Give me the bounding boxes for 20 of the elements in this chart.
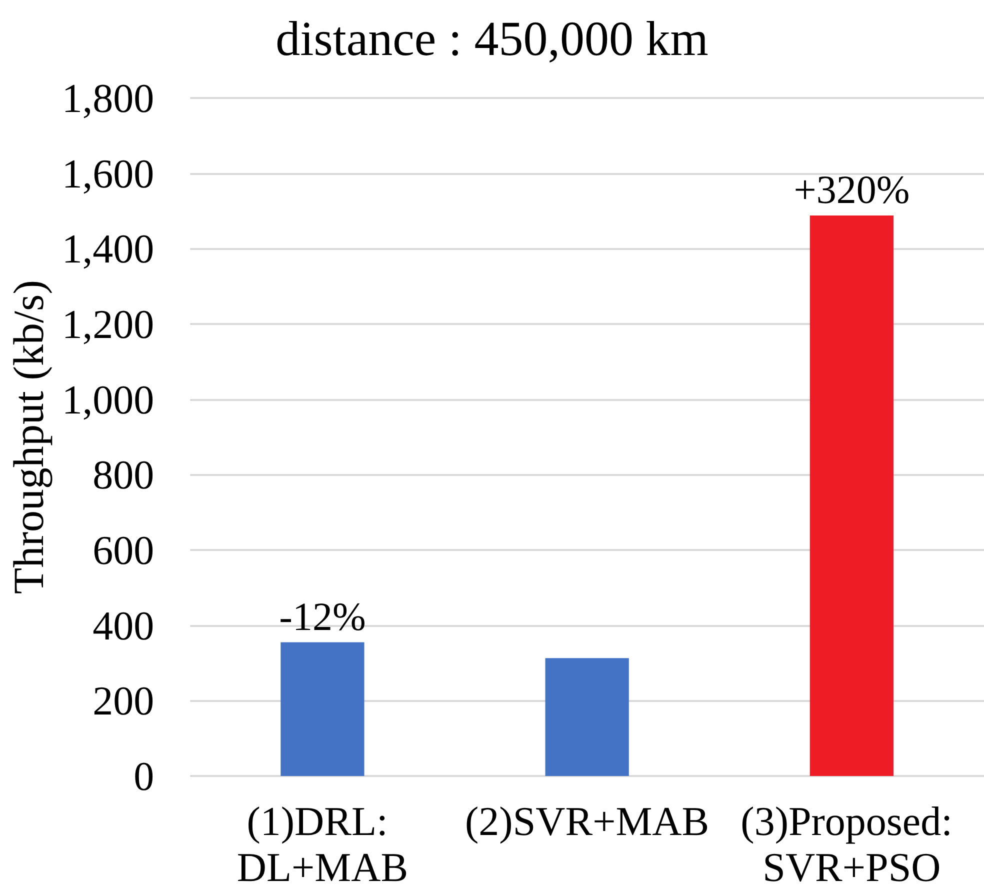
bar [810,216,894,776]
y-tick-label: 800 [92,452,154,498]
annotation: +320% [794,167,910,212]
y-tick-label: 600 [92,527,154,573]
bar [545,658,629,776]
chart-title: distance : 450,000 km [276,11,708,66]
y-tick-label: 400 [92,602,154,648]
annotation: -12% [279,594,366,639]
x-tick-label: (1)DRL: DL+MAB [236,798,408,890]
x-tick-label: (2)SVR+MAB [465,798,710,844]
y-tick-label: 1,800 [62,75,154,121]
y-tick-label: 0 [134,753,154,799]
bar [280,642,364,776]
x-tick-label: (3)Proposed: SVR+PSO [740,798,963,890]
y-tick-label: 200 [92,678,154,724]
y-tick-label: 1,000 [62,376,154,422]
y-axis-title: Throughput (kb/s) [6,280,53,594]
y-tick-label: 1,400 [62,226,154,272]
y-tick-label: 1,200 [62,301,154,347]
y-tick-label: 1,600 [62,150,154,196]
